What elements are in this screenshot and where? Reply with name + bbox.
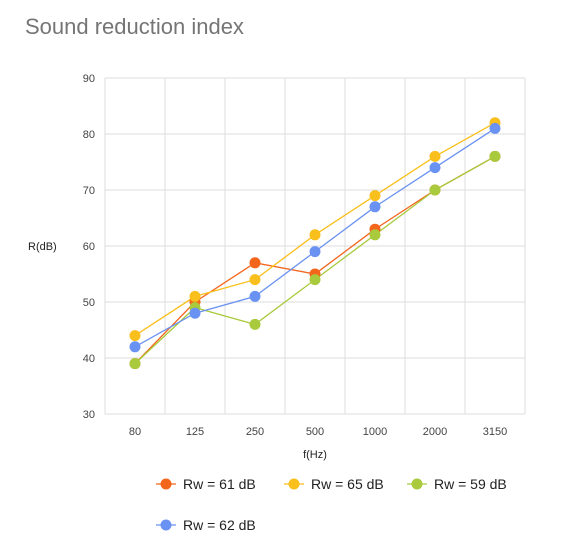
x-tick-label: 2000 (423, 426, 447, 438)
y-tick-label: 70 (83, 185, 95, 197)
data-point (249, 290, 261, 302)
data-point (189, 290, 201, 302)
data-point (309, 274, 321, 286)
x-tick-label: 250 (246, 426, 264, 438)
data-point (369, 190, 381, 202)
legend-label: Rw = 59 dB (434, 476, 507, 492)
series-line (134, 122, 496, 337)
legend-item: Rw = 61 dB (156, 476, 256, 492)
data-point (129, 358, 141, 370)
y-axis-ticks: 30 40 50 60 70 80 90 (83, 73, 95, 421)
data-point (129, 330, 141, 342)
data-point (309, 246, 321, 258)
data-point (429, 184, 441, 196)
legend-label: Rw = 62 dB (183, 517, 256, 533)
legend-item: Rw = 65 dB (284, 476, 384, 492)
data-point (189, 307, 201, 319)
series-line (134, 155, 496, 365)
data-point (249, 318, 261, 330)
series-layer (129, 117, 501, 370)
y-tick-label: 50 (83, 297, 95, 309)
data-point (369, 201, 381, 213)
data-point (249, 274, 261, 286)
legend-label: Rw = 61 dB (183, 476, 256, 492)
y-tick-label: 80 (83, 129, 95, 141)
legend-marker (160, 478, 172, 490)
data-point (369, 229, 381, 241)
x-tick-label: 80 (129, 426, 141, 438)
data-point (429, 150, 441, 162)
grid-layer (104, 77, 526, 415)
series-line (134, 155, 496, 365)
y-tick-label: 60 (83, 241, 95, 253)
data-point (489, 122, 501, 134)
x-axis-label: f(Hz) (303, 449, 327, 461)
legend-item: Rw = 59 dB (407, 476, 507, 492)
y-tick-label: 90 (83, 73, 95, 85)
y-tick-label: 40 (83, 353, 95, 365)
legend-marker (411, 478, 423, 490)
data-point (309, 229, 321, 241)
data-point (129, 341, 141, 353)
y-axis-label: R(dB) (28, 241, 57, 253)
legend-marker (288, 478, 300, 490)
x-axis-ticks: 80 125 250 500 1000 2000 3150 (129, 426, 507, 438)
data-point (489, 150, 501, 162)
chart-title: Sound reduction index (25, 14, 244, 39)
y-tick-label: 30 (83, 409, 95, 421)
legend: Rw = 61 dB Rw = 65 dB Rw = 59 dB Rw = 62 dB (156, 476, 507, 533)
x-tick-label: 125 (186, 426, 204, 438)
x-tick-label: 1000 (363, 426, 387, 438)
data-point (249, 257, 261, 269)
x-tick-label: 500 (306, 426, 324, 438)
legend-label: Rw = 65 dB (311, 476, 384, 492)
legend-marker (160, 519, 172, 531)
data-point (429, 162, 441, 174)
x-tick-label: 3150 (483, 426, 507, 438)
legend-item: Rw = 62 dB (156, 517, 256, 533)
